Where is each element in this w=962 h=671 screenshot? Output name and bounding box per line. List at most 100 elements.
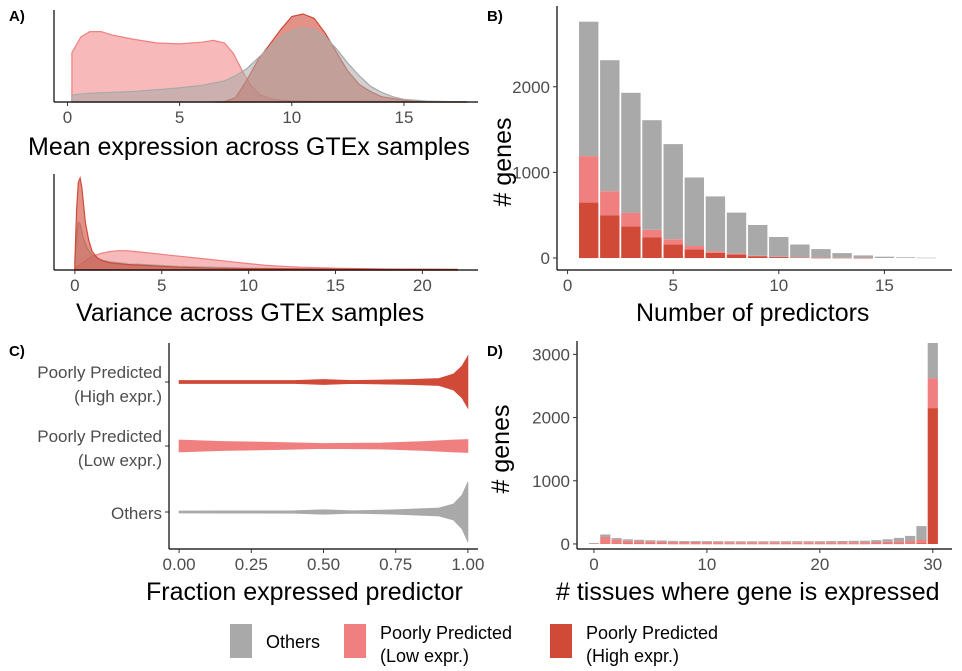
x-tick-label: 0.50 <box>307 555 340 574</box>
bar-poorly_low <box>758 542 769 544</box>
bar-poorly_low <box>790 257 810 258</box>
bar-poorly_low <box>600 537 611 544</box>
y-tick-label: 3000 <box>532 345 570 364</box>
bar-others <box>663 144 683 240</box>
legend-label: Others <box>266 632 320 652</box>
stacked-bars <box>579 21 937 259</box>
bar-others <box>893 537 904 542</box>
bar-others <box>792 541 803 543</box>
bar-poorly_high <box>667 543 679 545</box>
bar-others <box>832 253 852 258</box>
y-tick-label: (High expr.) <box>74 387 162 406</box>
x-axis-title: Number of predictors <box>636 299 869 327</box>
bar-poorly_high <box>645 543 656 545</box>
x-axis: 0 10 20 30 <box>577 548 952 574</box>
bar-poorly_high <box>747 543 758 545</box>
bar-poorly_high <box>579 202 599 259</box>
x-tick-label: 30 <box>923 555 942 574</box>
bar-poorly_high <box>726 254 747 258</box>
y-tick-label: 0 <box>541 249 550 268</box>
bar-others <box>667 540 679 542</box>
y-axis-title: # genes <box>489 118 517 207</box>
x-axis-title: # tissues where gene is expressed <box>556 578 940 606</box>
legend-label: Poorly Predicted <box>380 623 512 643</box>
y-tick-label: (Low expr.) <box>78 451 162 470</box>
x-tick-label: 15 <box>395 108 414 127</box>
bar-poorly_high <box>803 543 814 545</box>
bar-poorly_low <box>684 246 704 250</box>
bar-poorly_low <box>848 542 859 544</box>
stacked-bars <box>588 343 938 545</box>
bar-poorly_high <box>859 543 871 545</box>
x-tick-label: 15 <box>326 276 345 295</box>
bar-poorly_high <box>713 543 724 545</box>
panel-label-b: B) <box>487 8 503 25</box>
bar-poorly_low <box>905 540 916 544</box>
bar-poorly_high <box>893 543 904 545</box>
bar-poorly_low <box>645 541 656 544</box>
bar-poorly_high <box>724 543 735 545</box>
bar-others <box>634 539 645 542</box>
bar-others <box>927 343 938 379</box>
bar-others <box>747 541 758 543</box>
bar-poorly_high <box>871 543 882 545</box>
x-tick-label: 1.00 <box>451 555 484 574</box>
bar-poorly_high <box>611 543 622 544</box>
panel-d-tissues-expressed: D) 0 10 20 30 0 1000 2000 3000 # tissues where… <box>487 341 952 606</box>
bar-poorly_high <box>882 543 893 545</box>
panel-b-number-of-predictors: B) 0 5 10 15 0 1000 2000 Number of predictors… <box>487 6 952 327</box>
legend-label: (High expr.) <box>586 646 679 666</box>
panel-label-a: A) <box>9 8 25 25</box>
bar-poorly_low <box>871 541 882 544</box>
bar-others <box>853 255 873 258</box>
bar-poorly_high <box>705 252 726 258</box>
density-others <box>71 27 467 103</box>
x-tick-label: 5 <box>157 276 166 295</box>
bar-poorly_high <box>848 543 859 545</box>
bar-others <box>679 541 690 542</box>
y-tick-label: Others <box>111 504 162 523</box>
bar-poorly_low <box>814 542 825 544</box>
x-axis: 0 5 10 15 <box>53 10 478 127</box>
y-tick-label: 2000 <box>532 409 570 428</box>
x-tick-label: 0.75 <box>379 555 412 574</box>
x-tick-label: 20 <box>810 555 829 574</box>
y-tick-label: 0 <box>561 535 570 554</box>
bar-others <box>882 539 893 542</box>
bar-poorly_low <box>611 539 622 544</box>
y-axis: 0 1000 2000 3000 <box>532 341 578 554</box>
panel-label-c: C) <box>9 343 25 360</box>
y-tick-label: Poorly Predicted <box>37 427 162 446</box>
bar-others <box>713 541 724 543</box>
bar-others <box>726 212 747 254</box>
bar-poorly_low <box>916 540 927 544</box>
bar-poorly_low <box>667 541 679 544</box>
legend-swatch-poorly_high <box>550 624 572 658</box>
x-axis: 0 5 10 15 20 <box>53 174 478 295</box>
bar-others <box>645 540 656 542</box>
bar-poorly_high <box>837 543 848 545</box>
bar-others <box>826 541 837 543</box>
x-axis: 0.00 0.25 0.50 0.75 1.00 <box>163 548 484 574</box>
bar-poorly_low <box>690 542 701 544</box>
bar-poorly_low <box>642 229 662 238</box>
bar-poorly_high <box>780 543 792 545</box>
panel-label-d: D) <box>487 343 503 360</box>
bar-others <box>811 249 831 258</box>
violins <box>178 354 469 543</box>
bar-others <box>701 541 712 543</box>
bar-poorly_high <box>600 215 620 258</box>
bar-poorly_high <box>853 257 873 259</box>
bar-others <box>705 196 726 252</box>
bar-poorly_low <box>724 542 735 544</box>
bar-poorly_high <box>701 543 712 545</box>
bar-poorly_low <box>622 540 633 544</box>
x-tick-label: 10 <box>769 276 788 295</box>
bar-others <box>803 541 814 543</box>
bar-poorly_low <box>679 541 690 544</box>
bar-others <box>780 541 792 543</box>
bar-poorly_high <box>663 244 683 258</box>
bar-poorly_low <box>927 378 938 409</box>
bar-poorly_high <box>642 237 662 258</box>
